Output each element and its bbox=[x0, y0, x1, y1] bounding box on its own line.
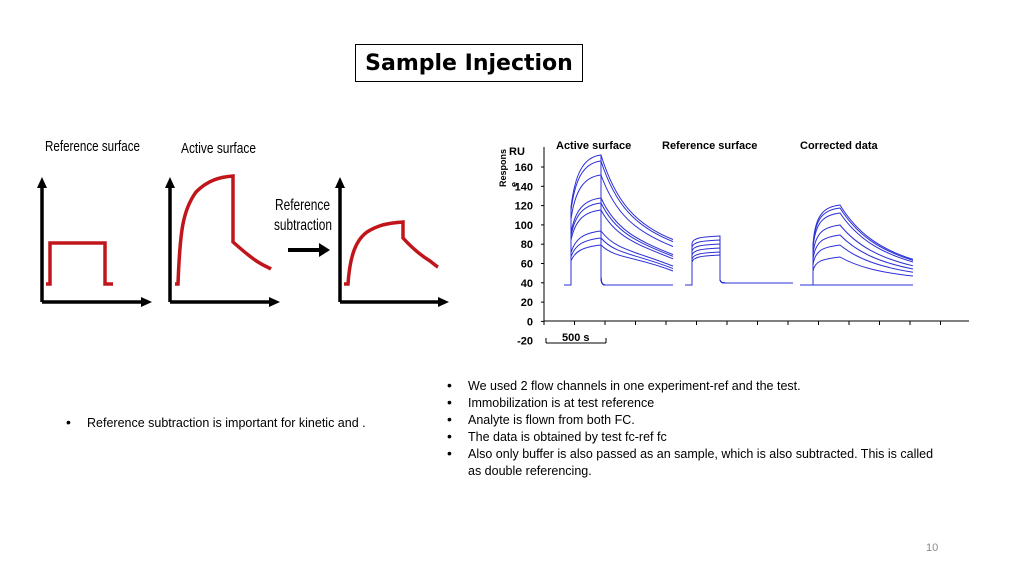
axis-arrow-up-1 bbox=[37, 177, 47, 188]
active-surface-curve bbox=[175, 174, 272, 286]
bullet-item: We used 2 flow channels in one experimen… bbox=[447, 377, 947, 395]
active-surface-trace bbox=[600, 244, 674, 272]
reference-subtraction-schematic: Reference surface Active surface Referen… bbox=[37, 138, 449, 307]
bullet-item: Immobilization is at test reference bbox=[447, 394, 947, 412]
reference-surface-trace bbox=[685, 254, 793, 286]
header-corrected-data: Corrected data bbox=[800, 140, 879, 152]
active-surface-trace bbox=[600, 154, 674, 240]
bullet-item: Analyte is flown from both FC. bbox=[447, 411, 947, 429]
corrected-trace bbox=[800, 204, 914, 286]
active-surface-trace bbox=[600, 174, 674, 247]
axes-reference bbox=[40, 185, 145, 304]
y-tick-label: 60 bbox=[521, 259, 533, 271]
y-tick-label: -20 bbox=[517, 336, 533, 348]
axes-subtracted bbox=[338, 185, 442, 304]
y-tick-labels: 160 140 120 100 80 60 40 20 0 -20 bbox=[515, 162, 544, 348]
y-tick-label: 160 bbox=[515, 162, 533, 174]
axes-active bbox=[168, 185, 273, 304]
sensorgram-panel: Active surface Reference surface Correct… bbox=[498, 140, 969, 348]
bullet-item: The data is obtained by test fc-ref fc bbox=[447, 428, 947, 446]
scale-bar-label: 500 s bbox=[562, 332, 590, 344]
y-tick-label: 0 bbox=[527, 316, 533, 328]
header-reference-surface: Reference surface bbox=[662, 140, 757, 152]
label-active-surface: Active surface bbox=[181, 140, 256, 157]
reference-surface-trace bbox=[685, 239, 793, 286]
label-subtraction-line1: Reference bbox=[275, 197, 330, 214]
axis-arrow-right-1 bbox=[141, 297, 152, 307]
left-bullet-list: Reference subtraction is important for k… bbox=[66, 414, 426, 432]
scale-bar bbox=[545, 338, 607, 344]
active-surface-trace bbox=[600, 202, 674, 257]
axis-arrow-right-3 bbox=[438, 297, 449, 307]
active-surface-trace bbox=[600, 209, 674, 260]
corrected-trace bbox=[800, 244, 914, 286]
reference-trace bbox=[564, 174, 673, 286]
active-surface-trace bbox=[600, 197, 674, 256]
y-tick-label: 20 bbox=[521, 297, 533, 309]
reference-surface-curve bbox=[46, 241, 113, 286]
reference-surface-trace bbox=[685, 235, 793, 286]
label-reference-surface: Reference surface bbox=[45, 138, 140, 155]
y-tick-label: 80 bbox=[521, 239, 533, 251]
corrected-trace bbox=[800, 207, 914, 286]
corrected-trace bbox=[800, 224, 914, 286]
bullet-item: Also only buffer is also passed as an sa… bbox=[447, 445, 947, 480]
y-tick-label: 140 bbox=[515, 181, 533, 193]
axis-arrow-up-2 bbox=[165, 177, 175, 188]
y-axis-label-line2: e bbox=[509, 182, 519, 187]
active-surface-trace bbox=[600, 230, 674, 267]
subtraction-arrow-icon bbox=[288, 243, 330, 257]
subtracted-curve bbox=[344, 220, 439, 286]
y-axis-label-line1: Respons bbox=[498, 149, 508, 187]
bullet-item: Reference subtraction is important for k… bbox=[66, 414, 426, 432]
reference-trace bbox=[564, 160, 673, 286]
active-surface-trace bbox=[600, 237, 674, 270]
slide-number: 10 bbox=[926, 542, 939, 554]
corrected-trace bbox=[800, 256, 914, 286]
x-tick-marks bbox=[543, 321, 941, 325]
y-tick-label: 100 bbox=[515, 220, 533, 232]
corrected-trace bbox=[800, 234, 914, 286]
slide-title: Sample Injection bbox=[355, 44, 583, 82]
right-bullet-list: We used 2 flow channels in one experimen… bbox=[447, 377, 947, 480]
sensorgram-curves bbox=[564, 154, 914, 286]
y-tick-label: 120 bbox=[515, 201, 533, 213]
corrected-trace bbox=[800, 212, 914, 286]
y-tick-label: 40 bbox=[521, 278, 533, 290]
axis-arrow-right-2 bbox=[269, 297, 280, 307]
header-active-surface: Active surface bbox=[556, 140, 631, 152]
label-subtraction-line2: subtraction bbox=[274, 217, 332, 234]
axis-arrow-up-3 bbox=[335, 177, 345, 188]
reference-surface-trace bbox=[685, 243, 793, 286]
reference-trace bbox=[564, 197, 673, 286]
reference-trace bbox=[564, 237, 673, 286]
y-unit-label: RU bbox=[509, 146, 525, 158]
active-surface-trace bbox=[600, 160, 674, 243]
